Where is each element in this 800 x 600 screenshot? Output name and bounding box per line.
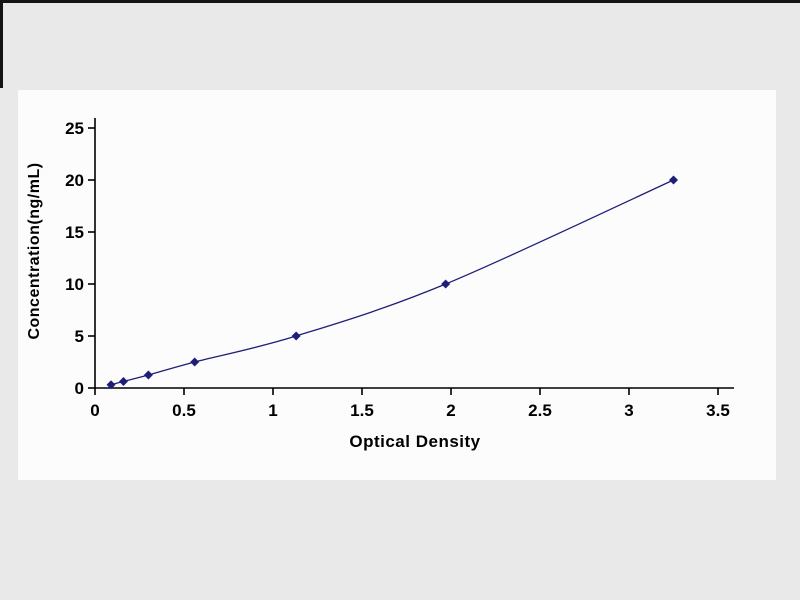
x-tick-label: 1.5	[350, 401, 374, 420]
data-point-marker	[669, 175, 678, 185]
y-tick-label: 25	[65, 119, 84, 138]
x-tick-label: 0	[90, 401, 99, 420]
y-tick-label: 20	[65, 171, 84, 190]
x-tick-label: 1	[268, 401, 277, 420]
data-point-marker	[143, 370, 153, 380]
x-tick-label: 0.5	[172, 401, 196, 420]
x-tick-label: 2.5	[528, 401, 552, 420]
y-tick-label: 10	[65, 275, 84, 294]
curve-line	[110, 179, 674, 386]
y-tick-label: 5	[75, 327, 84, 346]
data-point-marker	[291, 331, 301, 341]
photo-border-top	[0, 0, 800, 3]
data-point-marker	[190, 357, 200, 367]
y-tick-label: 0	[75, 379, 84, 398]
x-tick-label: 3	[624, 401, 633, 420]
x-axis-label: Optical Density	[349, 432, 481, 451]
data-point-marker	[118, 376, 128, 386]
y-tick-label: 15	[65, 223, 84, 242]
chart-panel	[18, 90, 776, 480]
y-axis-label: Concentration(ng/mL)	[26, 162, 43, 340]
photo-border-left	[0, 0, 3, 88]
data-point-marker	[441, 279, 451, 289]
data-point-marker	[106, 380, 116, 390]
x-tick-label: 2	[446, 401, 455, 420]
x-tick-label: 3.5	[706, 401, 730, 420]
